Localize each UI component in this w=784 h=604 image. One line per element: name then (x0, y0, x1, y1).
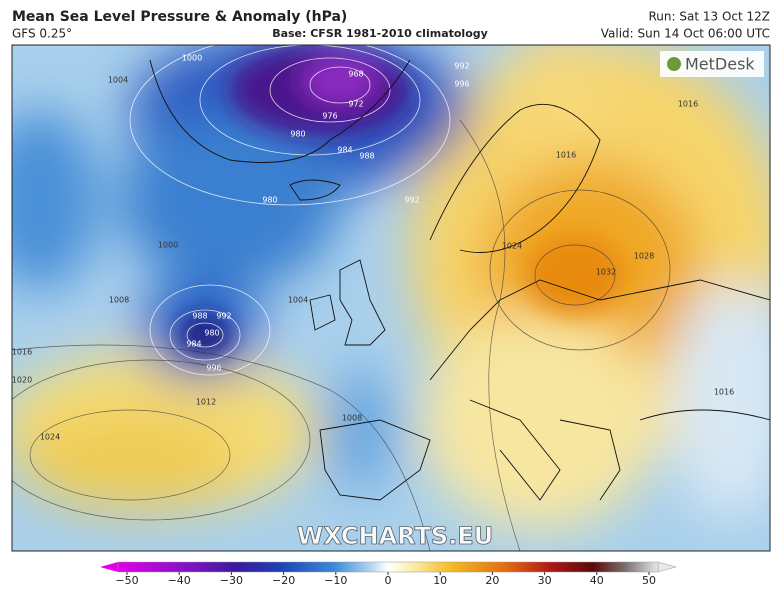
watermark: WXCHARTS.EU (297, 522, 493, 550)
run: Run: Sat 13 Oct 12Z (649, 10, 771, 24)
isobar-label: 988 (192, 312, 207, 321)
colorbar-tick-label: −10 (324, 574, 347, 587)
isobar-label: 992 (404, 196, 419, 205)
isobar-label: 984 (337, 146, 352, 155)
isobar-label: 1024 (502, 242, 522, 251)
isobar-label: 980 (290, 130, 305, 139)
isobar-label: 1028 (634, 252, 654, 261)
isobar-label: 972 (348, 100, 363, 109)
valid: Valid: Sun 14 Oct 06:00 UTC (601, 27, 770, 41)
isobar-label: 996 (206, 364, 221, 373)
isobar-label: 1000 (182, 54, 202, 63)
colorbar-tick-label: 0 (385, 574, 392, 587)
colorbar-tick-label: −40 (168, 574, 191, 587)
colorbar-tick-label: −30 (220, 574, 243, 587)
colorbar-tick-label: −20 (272, 574, 295, 587)
isobar-label: 1016 (714, 388, 734, 397)
isobar-label: 1012 (196, 398, 216, 407)
isobar-label: 1032 (596, 268, 616, 277)
colorbar-tick-label: −50 (115, 574, 138, 587)
isobar-label: 1020 (12, 376, 32, 385)
isobar-label: 984 (186, 340, 201, 349)
colorbar-tick-label: 10 (433, 574, 447, 587)
isobar-label: 988 (359, 152, 374, 161)
isobar-label: 1016 (12, 348, 32, 357)
colorbar-tick-label: 50 (642, 574, 656, 587)
isobar-label: 1000 (158, 241, 178, 250)
isobar-label: 1004 (108, 76, 128, 85)
isobar-label: 992 (454, 62, 469, 71)
logo: MetDesk (685, 55, 755, 74)
isobar-label: 968 (348, 70, 363, 79)
title: Mean Sea Level Pressure & Anomaly (hPa) (12, 9, 347, 25)
map-frame (11, 44, 771, 552)
isobar-label: 996 (454, 80, 469, 89)
colorbar-tick-label: 20 (485, 574, 499, 587)
isobar-label: 1024 (40, 433, 60, 442)
colorbar: −50 −40 −30 −20 −10 0 10 20 30 40 50 (100, 561, 677, 587)
colorbar-tick-label: 30 (538, 574, 552, 587)
isobar-label: 980 (262, 196, 277, 205)
isobar-label: 1008 (109, 296, 129, 305)
isobar-label: 1004 (288, 296, 308, 305)
isobar-label: 1016 (556, 151, 576, 160)
isobar-label: 992 (216, 312, 231, 321)
model: GFS 0.25° (12, 27, 72, 41)
isobar-label: 980 (204, 329, 219, 338)
base: Base: CFSR 1981-2010 climatology (272, 27, 488, 40)
isobar-label: 1008 (342, 414, 362, 423)
isobar-label: 976 (322, 112, 337, 121)
colorbar-tick-label: 40 (590, 574, 604, 587)
isobar-label: 1016 (678, 100, 698, 109)
